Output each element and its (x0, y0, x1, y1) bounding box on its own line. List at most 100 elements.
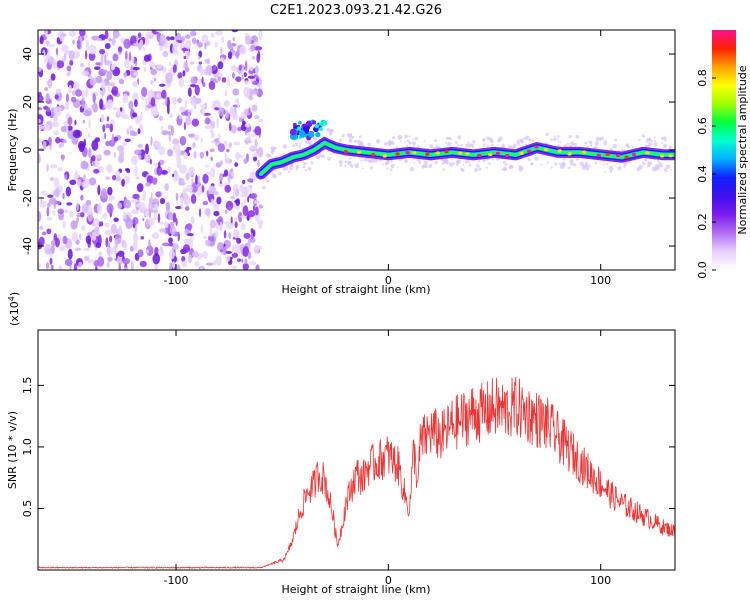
noise-speckle (234, 162, 239, 167)
noise-speckle (251, 104, 258, 112)
noise-speckle (242, 246, 250, 258)
noise-speckle (241, 258, 244, 263)
ridge-fringe (502, 160, 507, 164)
noise-speckle (122, 141, 128, 147)
noise-speckle (44, 245, 52, 249)
ridge-peak (465, 152, 470, 156)
noise-speckle (50, 264, 54, 270)
noise-speckle (241, 74, 244, 80)
ridge-fringe (315, 155, 320, 159)
noise-speckle (172, 43, 178, 55)
noise-speckle (158, 146, 166, 156)
noise-speckle (254, 125, 262, 136)
ridge-fringe (563, 157, 566, 160)
noise-speckle (180, 198, 184, 209)
ridge-fringe (298, 145, 302, 148)
noise-speckle (250, 44, 256, 52)
snr-xlabel: Height of straight line (km) (281, 583, 430, 596)
ridge-fringe (448, 162, 454, 167)
noise-speckle (176, 264, 181, 270)
noise-speckle (250, 144, 258, 150)
ridge-fringe (546, 161, 549, 164)
noise-speckle (204, 208, 211, 216)
noise-speckle (57, 166, 63, 172)
ridge-peak (405, 151, 410, 155)
noise-speckle (108, 197, 112, 203)
ridge-fringe (282, 167, 287, 171)
noise-speckle (112, 106, 118, 111)
noise-speckle (38, 118, 42, 124)
noise-speckle (157, 213, 161, 223)
ridge-peak (526, 149, 532, 153)
ridge-fringe (409, 166, 415, 172)
snr-series-line (38, 377, 675, 570)
ridge-fringe (359, 135, 362, 138)
noise-speckle (97, 184, 101, 196)
ridge-fringe (274, 169, 277, 172)
noise-speckle (118, 51, 122, 55)
side-blob (302, 125, 310, 133)
noise-speckle (188, 254, 192, 264)
ridge-fringe (326, 127, 331, 132)
noise-speckle (217, 61, 224, 70)
ridge-fringe (328, 132, 333, 136)
noise-speckle (178, 115, 183, 120)
noise-speckle (167, 124, 172, 130)
noise-speckle (62, 220, 66, 229)
noise-speckle (230, 124, 237, 134)
noise-speckle (111, 133, 115, 144)
noise-speckle (243, 199, 247, 203)
noise-speckle (186, 146, 192, 151)
noise-speckle (145, 249, 149, 254)
noise-speckle (119, 107, 123, 112)
noise-speckle (119, 150, 125, 157)
noise-speckle (165, 201, 171, 212)
noise-speckle (225, 255, 231, 262)
noise-speckle (39, 200, 47, 208)
noise-speckle (150, 136, 153, 146)
noise-speckle (175, 192, 179, 202)
noise-speckle (205, 239, 211, 247)
noise-speckle (60, 33, 67, 37)
ridge-fringe (424, 165, 428, 169)
noise-speckle (64, 101, 70, 111)
noise-speckle (49, 197, 57, 205)
noise-speckle (94, 154, 103, 159)
side-blob (292, 134, 299, 140)
noise-speckle (238, 65, 243, 70)
noise-speckle (46, 106, 51, 113)
ridge-fringe (559, 141, 562, 144)
noise-speckle (143, 54, 151, 62)
ridge-fringe (445, 142, 448, 145)
ridge-fringe (581, 165, 586, 170)
noise-speckle (187, 87, 192, 97)
ridge-fringe (344, 160, 348, 164)
noise-speckle (78, 261, 83, 268)
noise-speckle (89, 77, 97, 86)
noise-speckle (38, 138, 43, 144)
noise-speckle (62, 139, 67, 144)
noise-speckle (107, 82, 116, 87)
noise-speckle (38, 67, 42, 72)
ridge-fringe (272, 174, 277, 179)
ridge-fringe (490, 140, 494, 144)
noise-speckle (234, 188, 240, 197)
ridge-fringe (288, 165, 294, 171)
noise-speckle (234, 98, 239, 104)
ridge-fringe (386, 160, 390, 164)
noise-speckle (46, 206, 50, 217)
noise-speckle (250, 88, 259, 95)
ridge-fringe (662, 143, 668, 149)
ridge-fringe (579, 161, 584, 167)
noise-speckle (150, 80, 154, 85)
ridge-fringe (627, 145, 631, 149)
ridge-fringe (452, 162, 455, 165)
noise-speckle (153, 203, 159, 215)
snr-ticks: -100 0 100 0.5 1.0 1.5 (21, 330, 675, 587)
ridge-peak (412, 151, 417, 155)
noise-speckle (49, 177, 55, 181)
noise-speckle (75, 89, 83, 97)
ridge-fringe (341, 134, 345, 138)
ridge-fringe (434, 160, 438, 165)
ridge-fringe (595, 136, 600, 141)
